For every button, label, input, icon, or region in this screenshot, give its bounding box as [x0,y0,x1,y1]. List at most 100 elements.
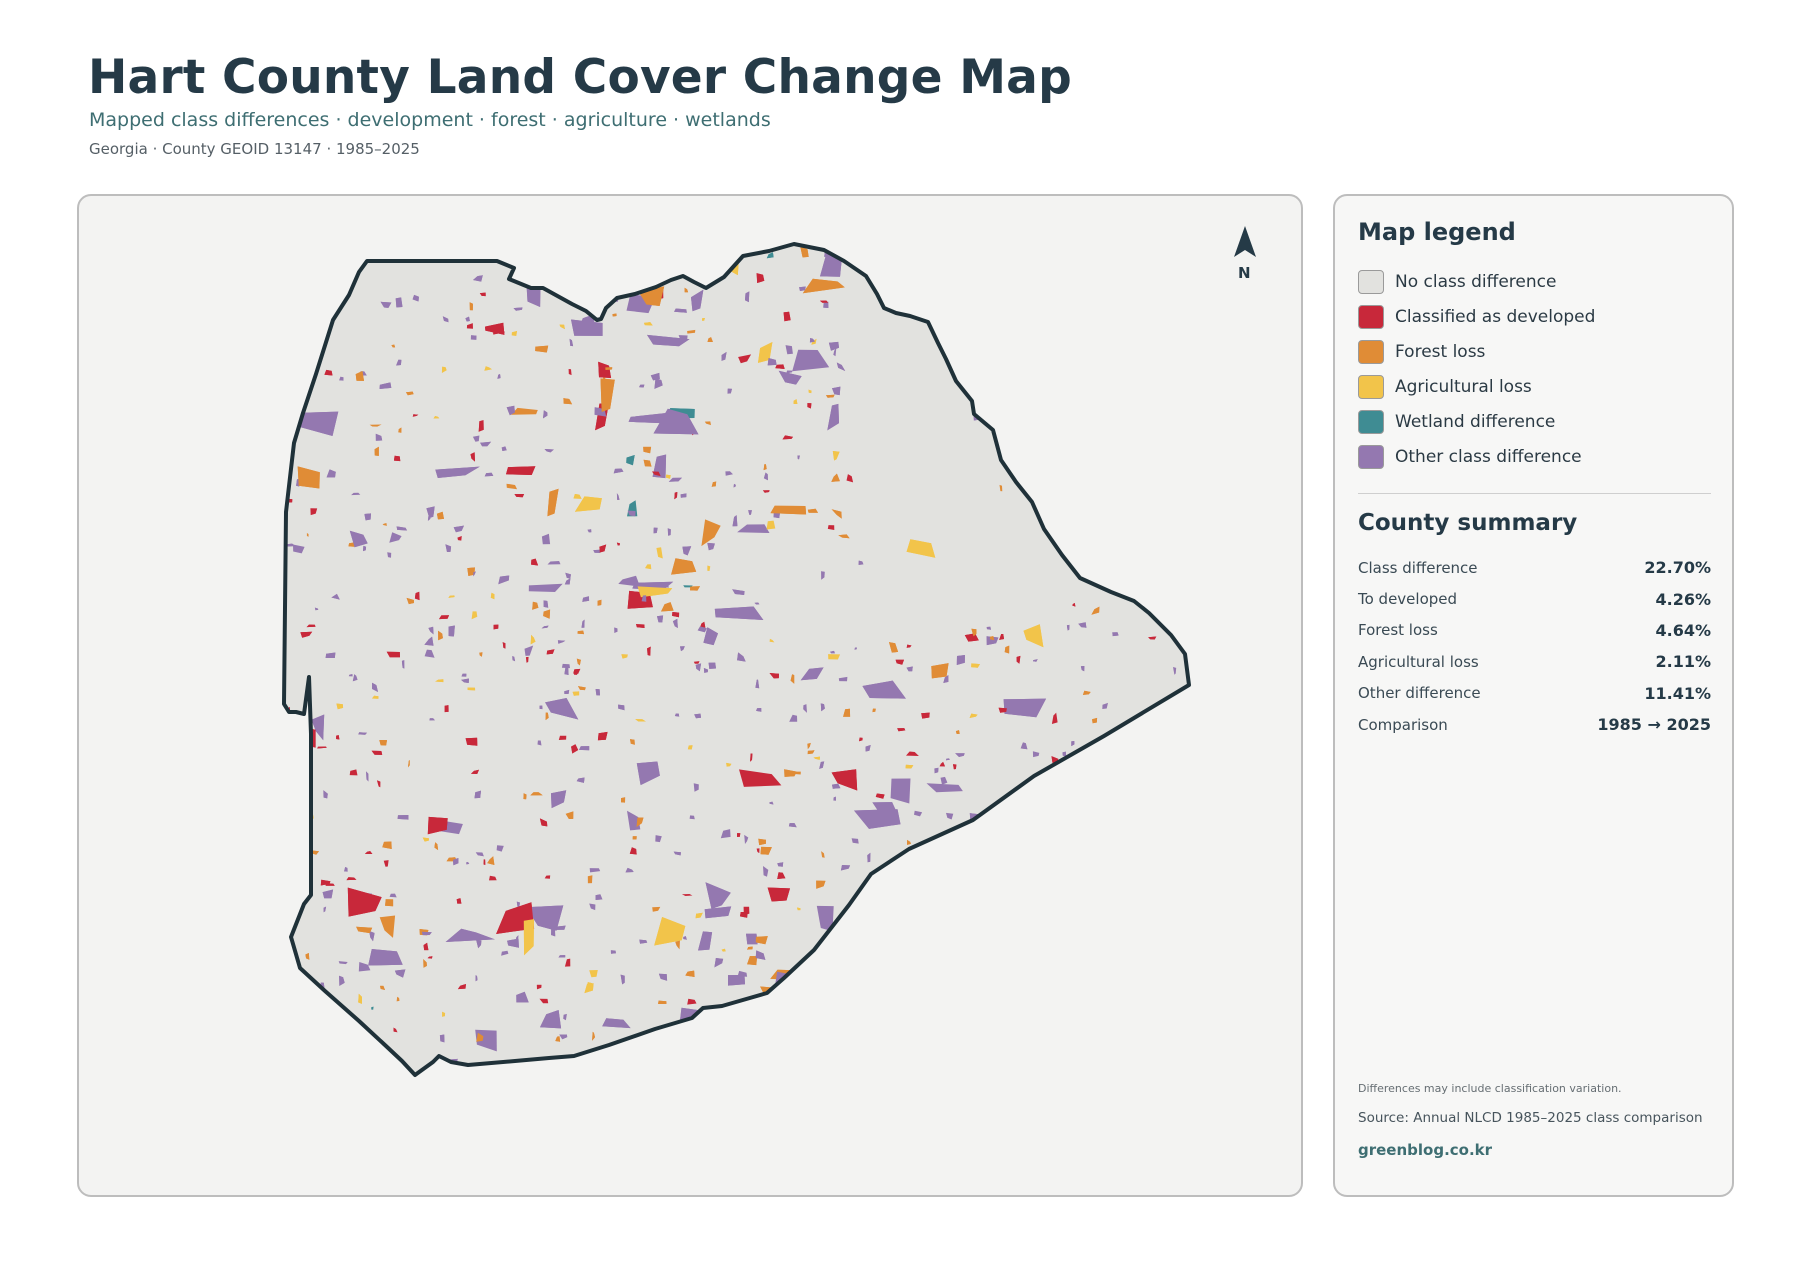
change-patch [293,544,305,554]
summary-row: Forest loss 4.64% [1358,615,1711,646]
change-patch [338,961,348,965]
map-panel[interactable] [77,194,1303,1197]
change-patch [348,674,353,677]
site-link[interactable]: greenblog.co.kr [1358,1141,1493,1159]
change-patch [349,530,368,548]
change-patch [986,636,999,646]
change-patch [1170,855,1175,862]
change-patch [999,1018,1002,1026]
change-patch [546,649,555,655]
change-patch [636,761,660,786]
change-patch [1165,1059,1172,1068]
change-patch [589,868,601,873]
legend-list: No class difference Classified as develo… [1358,264,1708,474]
change-patch [869,936,878,940]
change-patch [827,525,835,530]
change-patch [401,660,405,669]
change-patch [685,970,695,977]
change-patch [615,1116,620,1120]
change-patch [1114,823,1118,832]
change-patch [873,1101,878,1105]
change-patch [882,1027,888,1033]
change-patch [1145,977,1186,1008]
change-patch [1041,490,1048,493]
change-patch [382,841,392,849]
change-patch [803,1023,808,1026]
change-patch [1113,850,1127,862]
change-patch [616,493,620,500]
change-patch [840,865,851,871]
change-patch [1156,875,1162,879]
change-patch [733,483,736,488]
change-patch [600,378,615,412]
change-patch [1122,987,1131,992]
change-patch [889,642,899,653]
change-patch [576,658,581,666]
change-patch [903,1043,914,1051]
change-patch [436,511,444,520]
change-patch [1032,1057,1039,1067]
change-patch [575,1107,579,1110]
change-patch [375,1094,379,1099]
change-patch [921,1035,930,1039]
change-patch [490,592,495,600]
legend-item-no-change: No class difference [1358,264,1708,299]
change-patch [750,753,753,762]
change-patch [584,983,594,994]
change-patch [327,298,334,309]
change-patch [674,713,680,717]
change-patch [671,558,697,575]
change-patch [1111,435,1116,440]
change-patch [971,902,982,907]
change-patch [280,300,283,308]
summary-label: Comparison [1358,715,1448,734]
change-patch [695,912,703,919]
change-patch [304,296,311,300]
change-patch [858,560,864,565]
change-patch [589,903,596,911]
county-map[interactable] [79,196,1303,1197]
change-patch [396,996,400,1002]
change-patch [704,421,711,426]
change-patch [1072,603,1076,607]
change-patch [785,1032,793,1037]
change-patch [649,415,653,422]
change-patch [530,238,534,244]
summary-row: Agricultural loss 2.11% [1358,646,1711,677]
change-patch [901,1071,940,1075]
change-patch [769,638,775,643]
change-patch [1111,956,1119,961]
change-patch [1062,751,1067,757]
change-patch [563,1013,567,1021]
change-patch [1061,1054,1065,1060]
change-patch [712,250,721,257]
change-patch [1066,624,1070,631]
change-patch [530,238,534,244]
change-patch [672,612,680,618]
change-patch [326,469,336,478]
change-patch [778,370,802,385]
change-patch [971,628,977,637]
change-patch [793,399,798,404]
change-patch [406,391,414,396]
change-patch [707,542,715,551]
change-patch [829,1079,839,1083]
change-patch [364,513,371,521]
change-patch [989,636,995,641]
change-patch [568,369,572,376]
change-patch [1121,873,1128,882]
change-patch [1187,493,1189,503]
change-patch [302,772,307,783]
change-patch [372,682,378,692]
change-patch [489,875,497,881]
change-patch [940,776,948,785]
change-patch [392,1111,396,1119]
change-patch [831,509,842,519]
change-patch [1033,659,1038,662]
change-patch [934,839,945,849]
change-patch [564,958,571,967]
change-patch [1131,848,1144,858]
change-patch [346,877,357,881]
change-patch [1006,982,1016,995]
change-patch [308,1068,318,1075]
